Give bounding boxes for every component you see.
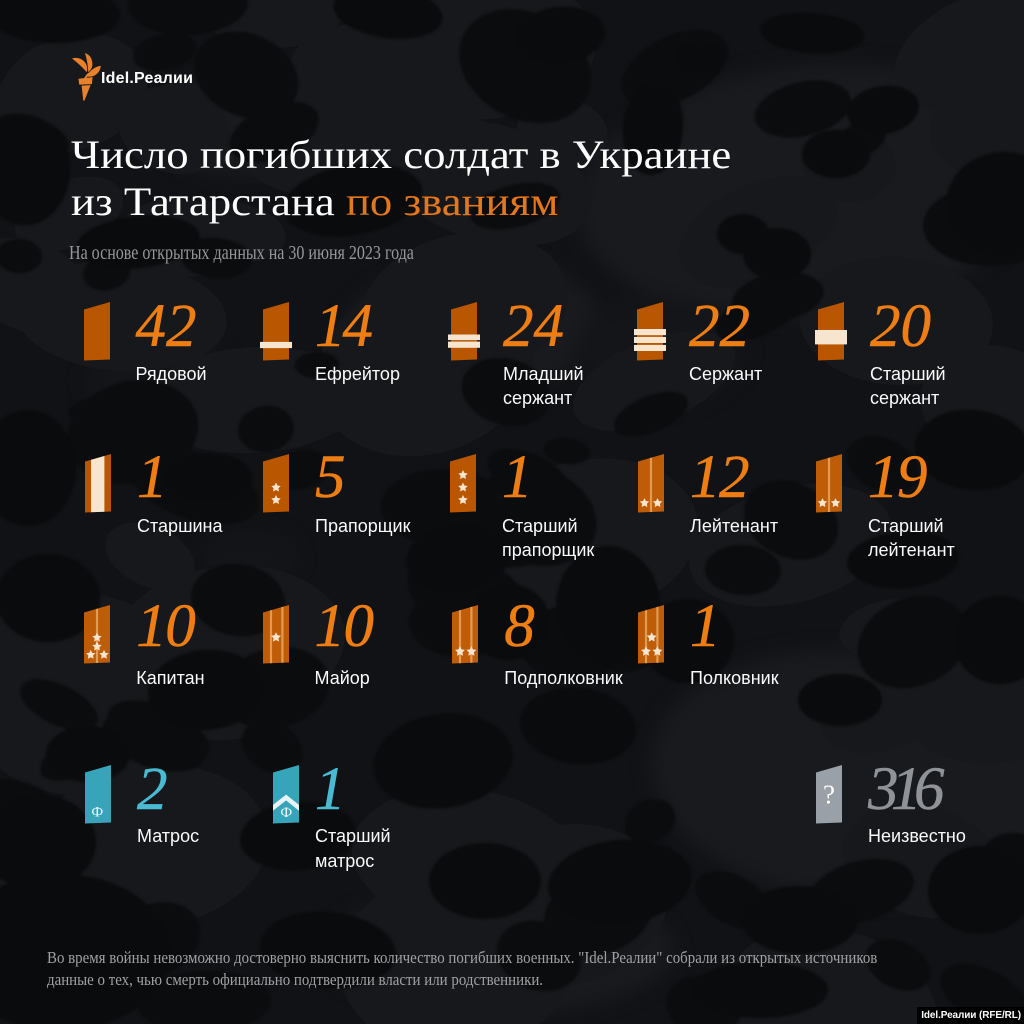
svg-text:Ф: Ф	[91, 805, 103, 821]
svg-text:?: ?	[823, 780, 835, 810]
svg-text:Ф: Ф	[281, 805, 293, 821]
